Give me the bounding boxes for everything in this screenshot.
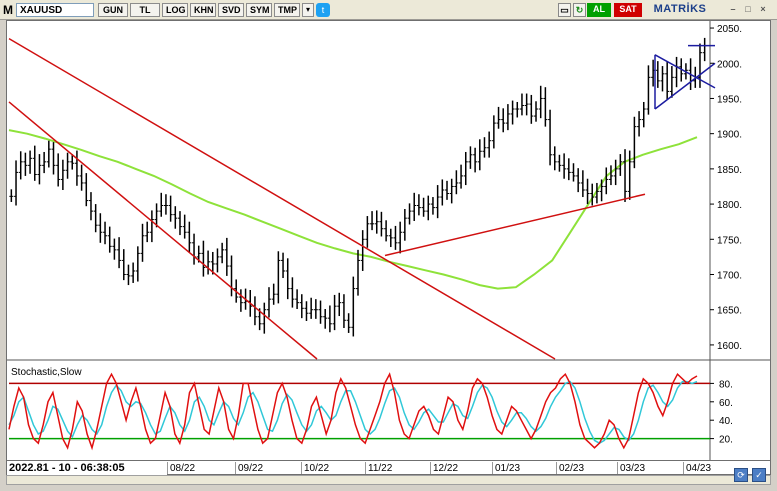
time-tick bbox=[617, 462, 618, 474]
reload-icon[interactable]: ⟳ bbox=[734, 468, 748, 482]
time-tick-label: 02/23 bbox=[559, 463, 585, 474]
stochastic-d-line bbox=[8, 380, 698, 445]
svd-button[interactable]: SVD bbox=[218, 2, 244, 17]
minimize-icon[interactable]: – bbox=[730, 4, 736, 14]
price-tick-label: 2050. bbox=[717, 24, 742, 35]
refresh-icon[interactable]: ↻ bbox=[573, 3, 586, 17]
price-tick-label: 1750. bbox=[717, 235, 742, 246]
price-chart-svg[interactable]: 2050. 2000. 1950. 1900. 1850. 1800. 1750. 1700.… bbox=[7, 21, 770, 460]
time-tick bbox=[235, 462, 236, 474]
tmp-button[interactable]: TMP bbox=[274, 2, 300, 17]
time-tick-label: 10/22 bbox=[304, 463, 330, 474]
stochastic-axis: 80. 60. 40. 20. bbox=[710, 379, 733, 446]
moving-average-line bbox=[8, 129, 698, 290]
al-button[interactable]: AL bbox=[587, 3, 611, 17]
twitter-icon[interactable]: t bbox=[316, 2, 330, 17]
chart-area[interactable]: 2050. 2000. 1950. 1900. 1850. 1800. 1750. 1700.… bbox=[6, 20, 771, 461]
time-tick bbox=[365, 462, 366, 474]
price-tick-label: 2000. bbox=[717, 59, 742, 70]
stochastic-level-label: 20. bbox=[719, 435, 733, 446]
maximize-icon[interactable]: □ bbox=[745, 4, 751, 14]
tl-button[interactable]: TL bbox=[130, 2, 160, 17]
app-logo: M bbox=[3, 2, 13, 17]
time-tick-label: 12/22 bbox=[433, 463, 459, 474]
stochastic-title: Stochastic,Slow bbox=[11, 367, 82, 378]
time-tick bbox=[556, 462, 557, 474]
time-tick-label: 03/23 bbox=[620, 463, 646, 474]
triangle-upper-line bbox=[654, 54, 716, 89]
triangle-lower-line bbox=[654, 62, 716, 110]
stochastic-k-line bbox=[8, 372, 698, 451]
stochastic-layer bbox=[8, 372, 710, 451]
price-tick-label: 1600. bbox=[717, 341, 742, 352]
price-tick-label: 1950. bbox=[717, 94, 742, 105]
time-tick bbox=[430, 462, 431, 474]
dropdown-arrow-icon[interactable]: ▾ bbox=[302, 2, 314, 17]
time-tick-label: 08/22 bbox=[170, 463, 196, 474]
time-tick-label: 09/22 bbox=[238, 463, 264, 474]
price-tick-label: 1650. bbox=[717, 306, 742, 317]
time-tick bbox=[492, 462, 493, 474]
trendlines-layer bbox=[8, 37, 716, 360]
stochastic-level-label: 80. bbox=[719, 379, 733, 390]
time-tick bbox=[683, 462, 684, 474]
window-icon[interactable]: ▭ bbox=[558, 3, 571, 17]
time-tick bbox=[167, 462, 168, 474]
khn-button[interactable]: KHN bbox=[190, 2, 216, 17]
price-tick-label: 1850. bbox=[717, 165, 742, 176]
channel-lower-line bbox=[8, 101, 318, 360]
horizontal-scrollbar[interactable] bbox=[6, 475, 771, 485]
price-tick-label: 1700. bbox=[717, 271, 742, 282]
sym-button[interactable]: SYM bbox=[246, 2, 272, 17]
stochastic-level-label: 60. bbox=[719, 398, 733, 409]
matriks-brand: MATRİKS bbox=[653, 3, 707, 15]
symbol-input[interactable]: XAUUSD bbox=[16, 2, 94, 17]
price-tick-label: 1900. bbox=[717, 130, 742, 141]
close-icon[interactable]: × bbox=[760, 4, 766, 14]
channel-upper-line bbox=[8, 37, 556, 360]
moving-average-layer bbox=[8, 129, 698, 290]
time-tick-label: 01/23 bbox=[495, 463, 521, 474]
price-bars-layer bbox=[9, 37, 707, 337]
gun-button[interactable]: GUN bbox=[98, 2, 128, 17]
cursor-timestamp: 2022.81 - 10 - 06:38:05 bbox=[7, 462, 167, 475]
settings-icon[interactable]: ✓ bbox=[752, 468, 766, 482]
time-tick bbox=[301, 462, 302, 474]
log-button[interactable]: LOG bbox=[162, 2, 188, 17]
sat-button[interactable]: SAT bbox=[614, 3, 642, 17]
time-tick-label: 04/23 bbox=[686, 463, 712, 474]
time-tick-label: 11/22 bbox=[368, 463, 393, 474]
time-axis bbox=[6, 461, 771, 475]
price-tick-label: 1800. bbox=[717, 200, 742, 211]
price-axis: 2050. 2000. 1950. 1900. 1850. 1800. 1750. 1700.… bbox=[710, 24, 742, 352]
stochastic-level-label: 40. bbox=[719, 416, 733, 427]
support-trendline bbox=[384, 193, 646, 257]
